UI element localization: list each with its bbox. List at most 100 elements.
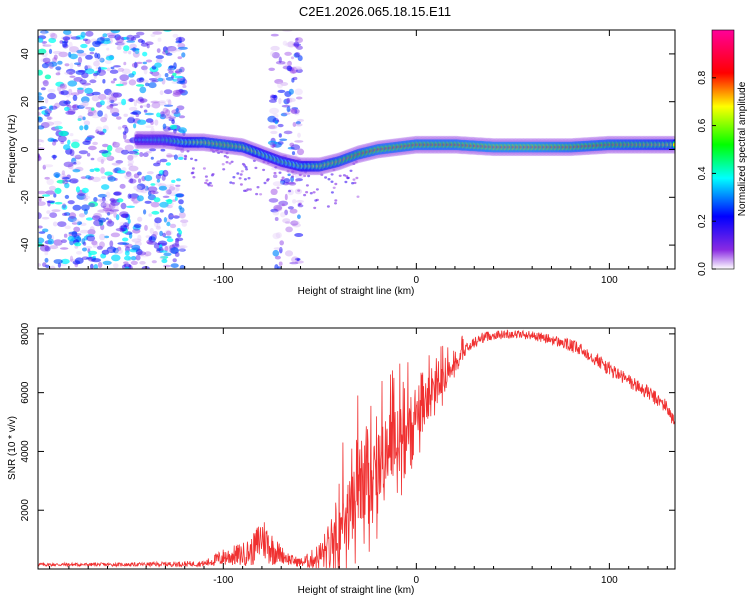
noise-speckle	[100, 167, 105, 174]
noise-speckle	[111, 112, 120, 117]
noise-speckle	[38, 116, 43, 123]
noise-speckle	[52, 141, 57, 146]
noise-speckle	[285, 42, 294, 48]
noise-speckle	[137, 96, 144, 102]
noise-speckle	[274, 79, 284, 84]
noise-speckle	[97, 193, 108, 198]
noise-speckle	[284, 51, 292, 56]
noise-speckle	[173, 111, 181, 118]
noise-speckle	[127, 98, 135, 102]
noise-speckle	[295, 179, 299, 182]
noise-speckle	[145, 59, 153, 63]
noise-speckle	[126, 34, 135, 42]
noise-speckle	[113, 142, 121, 147]
noise-speckle	[108, 95, 114, 101]
noise-speckle	[202, 167, 206, 170]
noise-speckle	[149, 236, 153, 241]
noise-speckle	[83, 241, 87, 246]
noise-speckle	[70, 92, 80, 96]
noise-speckle	[49, 245, 59, 250]
noise-speckle	[83, 195, 91, 199]
noise-speckle	[297, 189, 301, 192]
noise-speckle	[132, 34, 141, 39]
noise-speckle	[158, 101, 167, 106]
noise-speckle	[268, 67, 276, 72]
noise-speckle	[93, 197, 98, 202]
noise-speckle	[155, 55, 164, 60]
noise-speckle	[160, 111, 165, 117]
noise-speckle	[38, 107, 43, 110]
noise-speckle	[176, 81, 186, 85]
noise-speckle	[179, 66, 185, 73]
spectrogram-x-axis-label: Height of straight line (km)	[298, 286, 415, 297]
noise-speckle	[166, 238, 174, 243]
noise-speckle	[248, 188, 252, 191]
noise-speckle	[162, 50, 170, 55]
noise-speckle	[107, 218, 112, 224]
noise-speckle	[76, 49, 85, 54]
noise-speckle	[100, 176, 107, 179]
noise-speckle	[102, 260, 112, 265]
noise-speckle	[162, 195, 170, 198]
noise-speckle	[99, 200, 108, 204]
noise-speckle	[61, 204, 68, 210]
noise-speckle	[89, 51, 95, 55]
snr-y-tick-label: 4000	[20, 440, 31, 463]
noise-speckle	[119, 183, 126, 189]
noise-speckle	[107, 248, 113, 253]
noise-speckle	[307, 174, 311, 178]
noise-speckle	[294, 233, 304, 237]
noise-speckle	[64, 71, 74, 76]
noise-speckle	[93, 60, 100, 67]
noise-speckle	[127, 159, 134, 165]
noise-speckle	[38, 143, 42, 146]
noise-speckle	[67, 88, 73, 96]
spectrogram-ticks: -100 0 100 -40 -20 0 20 40	[20, 30, 675, 286]
noise-speckle	[88, 202, 95, 208]
noise-speckle	[99, 233, 106, 241]
noise-speckle	[140, 79, 150, 83]
noise-speckle	[69, 255, 74, 262]
noise-speckle	[146, 44, 150, 49]
noise-speckle	[38, 263, 42, 267]
noise-speckle	[73, 226, 81, 233]
spectrogram-y-tick-label: 40	[20, 48, 31, 60]
noise-speckle	[115, 160, 124, 164]
noise-speckle	[112, 141, 120, 148]
noise-speckle	[309, 192, 313, 195]
noise-speckle	[283, 178, 291, 183]
noise-speckle	[168, 65, 174, 69]
noise-speckle	[106, 153, 113, 160]
noise-speckle	[153, 197, 161, 203]
noise-speckle	[172, 92, 181, 97]
noise-speckle	[175, 184, 181, 187]
noise-speckle	[123, 113, 128, 118]
noise-speckle	[111, 254, 121, 262]
noise-speckle	[122, 242, 130, 246]
noise-speckle	[298, 202, 302, 205]
noise-speckle	[160, 148, 166, 152]
noise-speckle	[49, 32, 56, 38]
noise-speckle	[91, 215, 101, 221]
noise-speckle	[252, 159, 256, 162]
noise-speckle	[175, 68, 182, 75]
noise-speckle	[150, 127, 155, 134]
noise-speckle	[52, 50, 63, 55]
noise-speckle	[165, 230, 172, 236]
noise-speckle	[330, 180, 334, 183]
noise-speckle	[291, 170, 295, 173]
spectrogram-y-tick-label: 20	[20, 96, 31, 108]
noise-speckle	[99, 241, 105, 248]
noise-speckle	[145, 150, 152, 154]
noise-speckle	[221, 163, 225, 166]
noise-speckle	[283, 112, 291, 115]
noise-speckle	[67, 200, 75, 205]
noise-speckle	[81, 187, 89, 194]
noise-speckle	[270, 188, 278, 195]
noise-speckle	[180, 148, 185, 153]
noise-speckle	[332, 168, 336, 172]
noise-speckle	[145, 118, 154, 123]
noise-speckle	[64, 63, 70, 67]
noise-speckle	[144, 200, 152, 204]
noise-speckle	[55, 81, 65, 87]
